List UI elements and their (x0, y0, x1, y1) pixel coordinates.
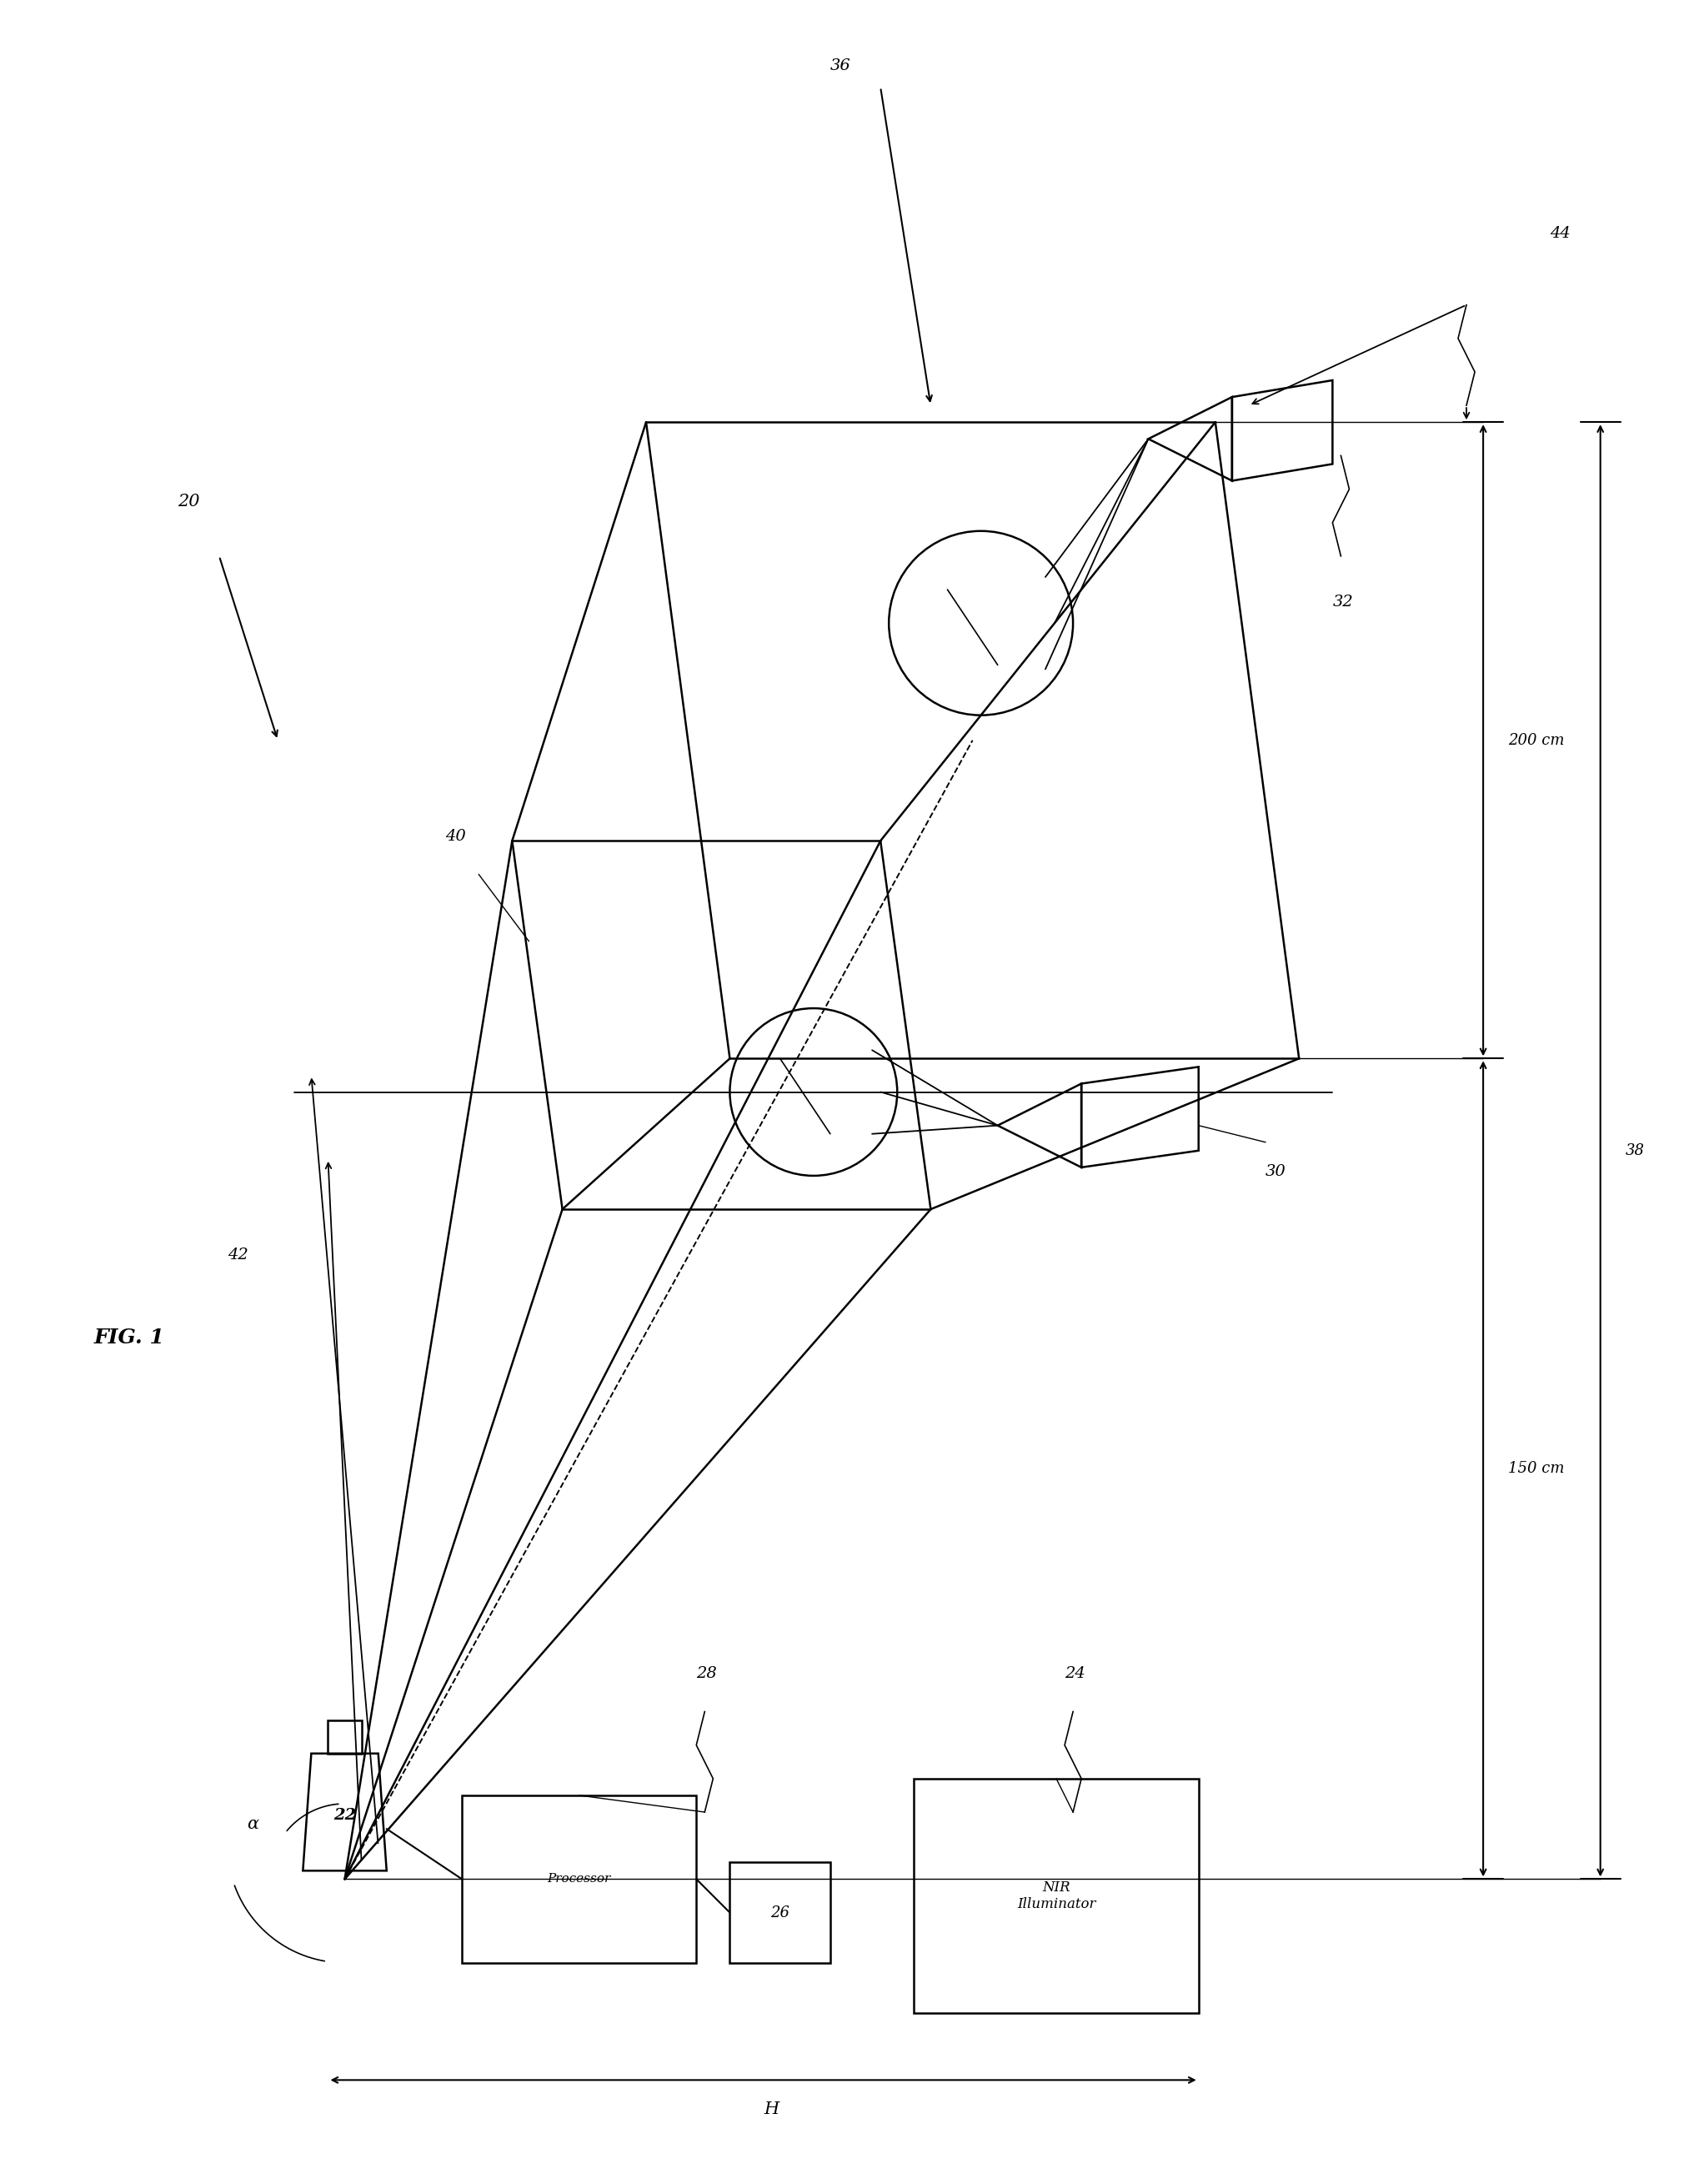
Text: FIG. 1: FIG. 1 (93, 1328, 164, 1348)
Text: 22: 22 (334, 1808, 356, 1824)
Bar (462, 1795, 696, 1963)
Bar (730, 1863, 830, 1963)
Bar (915, 1778, 1199, 2014)
Text: 32: 32 (1333, 594, 1354, 609)
Text: Processor: Processor (547, 1874, 612, 1885)
Text: 28: 28 (696, 1666, 717, 1682)
Text: 20: 20 (178, 494, 200, 509)
Text: 150 cm: 150 cm (1508, 1461, 1565, 1476)
Text: 38: 38 (1626, 1142, 1645, 1158)
Text: 42: 42 (227, 1247, 249, 1262)
Text: α: α (247, 1817, 259, 1832)
Text: 200 cm: 200 cm (1508, 734, 1565, 747)
Text: 36: 36 (830, 59, 850, 74)
Text: H: H (764, 2101, 779, 2116)
Text: 44: 44 (1550, 227, 1570, 240)
Text: 24: 24 (1064, 1666, 1086, 1682)
Text: 40: 40 (446, 830, 466, 845)
Text: 26: 26 (771, 1904, 789, 1920)
Text: NIR
Illuminator: NIR Illuminator (1016, 1880, 1096, 1911)
Text: 30: 30 (1265, 1164, 1286, 1179)
